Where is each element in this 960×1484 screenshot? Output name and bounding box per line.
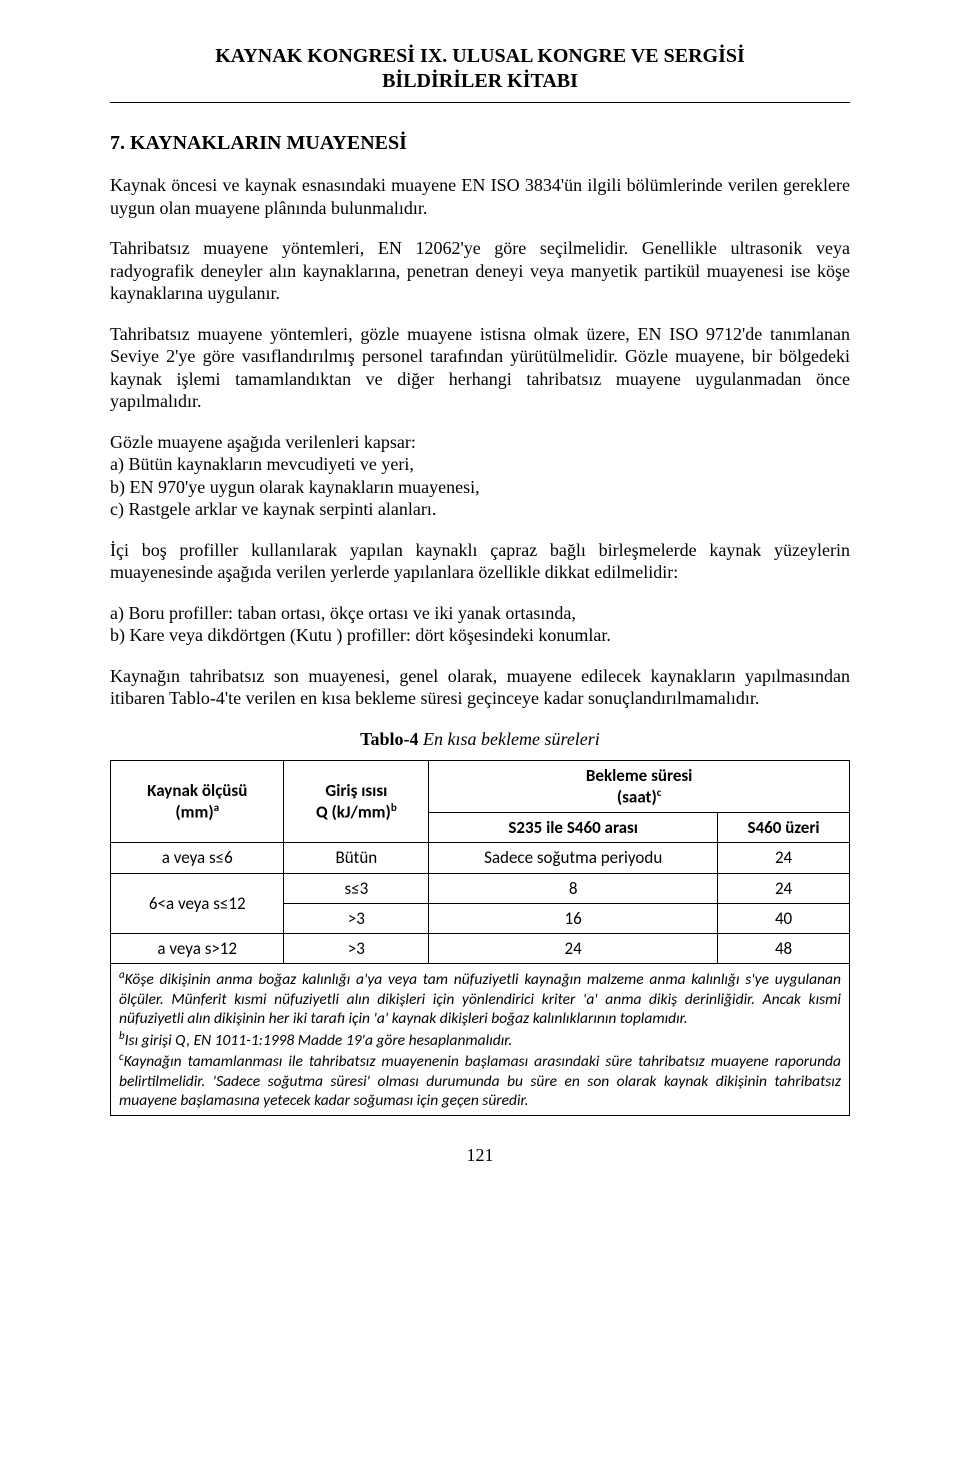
table-cell: 16 [429,903,718,933]
caption-italic: En kısa bekleme süreleri [423,729,600,749]
col34-header: Bekleme süresi (saat)c [429,761,850,813]
table-cell: >3 [284,934,429,964]
col2-header: Giriş ısısı Q (kJ/mm)b [284,761,429,843]
wait-time-table: Kaynak ölçüsü (mm)a Giriş ısısı Q (kJ/mm… [110,760,850,964]
table-cell: >3 [284,903,429,933]
table-row: a veya s>12 >3 24 48 [111,934,850,964]
col1-sup: a [214,801,219,814]
col2-header-line2: Q (kJ/mm) [316,802,391,823]
table-cell: s≤3 [284,873,429,903]
page-number: 121 [110,1144,850,1167]
table-cell: Sadece soğutma periyodu [429,843,718,873]
list-item: c) Rastgele arklar ve kaynak serpinti al… [110,498,850,521]
col34-header-line1: Bekleme süresi [586,765,692,786]
col1-header-line1: Kaynak ölçüsü [147,780,247,801]
paragraph: İçi boş profiller kullanılarak yapılan k… [110,539,850,584]
col1-header-line2: (mm) [175,802,213,823]
section-heading: 7. KAYNAKLARIN MUAYENESİ [110,131,850,156]
table-caption: Tablo-4 En kısa bekleme süreleri [110,728,850,751]
table-row: a veya s≤6 Bütün Sadece soğutma periyodu… [111,843,850,873]
table-row: 6<a veya s≤12 s≤3 8 24 [111,873,850,903]
list-intro: Gözle muayene aşağıda verilenleri kapsar… [110,431,850,454]
list-item: a) Boru profiller: taban ortası, ökçe or… [110,602,850,625]
footnote-b-text: Isı girişi Q, EN 1011-1:1998 Madde 19'a … [125,1031,513,1050]
list-item: b) Kare veya dikdörtgen (Kutu ) profille… [110,624,850,647]
paragraph: Tahribatsız muayene yöntemleri, gözle mu… [110,323,850,413]
col34-sup: c [657,786,662,799]
table-cell: 8 [429,873,718,903]
list-block: Gözle muayene aşağıda verilenleri kapsar… [110,431,850,521]
col1-header: Kaynak ölçüsü (mm)a [111,761,284,843]
page-header-line2: BİLDİRİLER KİTABI [110,69,850,94]
table-footnotes: aKöşe dikişinin anma boğaz kalınlığı a'y… [110,964,850,1115]
list-block: a) Boru profiller: taban ortası, ökçe or… [110,602,850,647]
caption-bold: Tablo-4 [360,729,423,749]
page-header-line1: KAYNAK KONGRESİ IX. ULUSAL KONGRE VE SER… [110,44,850,69]
footnote-a-text: Köşe dikişinin anma boğaz kalınlığı a'ya… [119,971,841,1029]
paragraph: Kaynak öncesi ve kaynak esnasındaki muay… [110,174,850,219]
header-rule [110,102,850,103]
table-cell: 24 [429,934,718,964]
paragraph: Tahribatsız muayene yöntemleri, EN 12062… [110,237,850,305]
col2-header-line1: Giriş ısısı [325,780,387,801]
table-cell: Bütün [284,843,429,873]
table-cell: 48 [718,934,850,964]
col3-subheader: S235 ile S460 arası [429,813,718,843]
footnote-c-text: Kaynağın tamamlanması ile tahribatsız mu… [119,1052,841,1110]
table-cell: a veya s>12 [111,934,284,964]
list-item: a) Bütün kaynakların mevcudiyeti ve yeri… [110,453,850,476]
col34-header-line2: (saat) [617,787,657,808]
paragraph: Kaynağın tahribatsız son muayenesi, gene… [110,665,850,710]
table-cell: 24 [718,873,850,903]
col4-subheader: S460 üzeri [718,813,850,843]
col2-sup: b [391,801,397,814]
list-item: b) EN 970'ye uygun olarak kaynakların mu… [110,476,850,499]
table-cell: 6<a veya s≤12 [111,873,284,934]
table-cell: a veya s≤6 [111,843,284,873]
table-cell: 40 [718,903,850,933]
table-cell: 24 [718,843,850,873]
